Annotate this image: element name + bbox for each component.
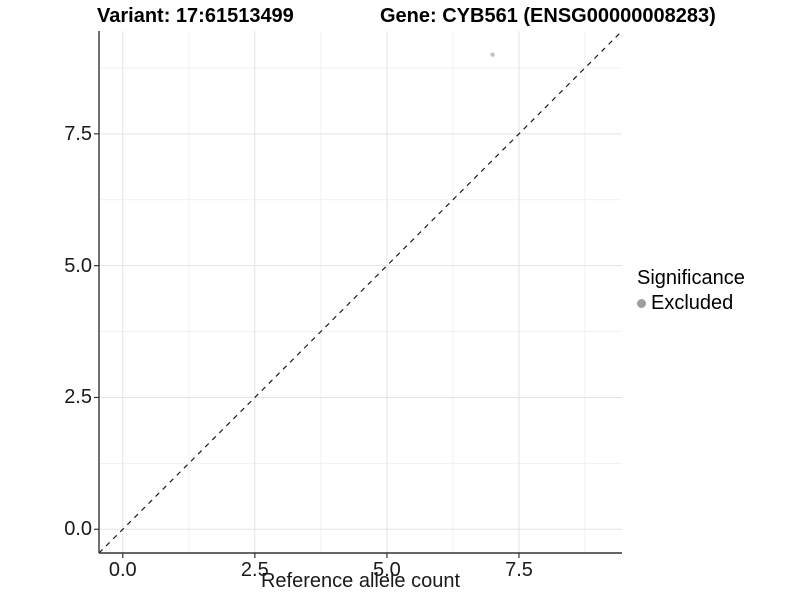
legend-item: Excluded: [637, 291, 745, 315]
x-tick-label: 7.5: [505, 559, 533, 581]
legend-items: Excluded: [637, 291, 745, 315]
y-tick-label: 7.5: [64, 122, 92, 145]
x-tick-label: 0.0: [108, 559, 137, 581]
y-tick-label: 0.0: [64, 518, 92, 541]
legend-item-label: Excluded: [651, 292, 734, 314]
x-tick-label: 5.0: [373, 559, 401, 581]
variant-title: Variant: 17:61513499: [97, 5, 294, 27]
y-tick-label: 2.5: [64, 386, 92, 409]
legend-point-icon: [637, 298, 646, 308]
y-tick-label: 5.0: [64, 254, 92, 277]
data-point: [490, 52, 495, 57]
legend-title: Significance: [637, 267, 745, 289]
x-axis-title: Reference allele count: [260, 570, 460, 592]
identity-dashed-line: [98, 30, 623, 554]
legend: Significance Excluded: [637, 266, 745, 315]
gene-title: Gene: CYB561 (ENSG00000008283): [380, 5, 716, 27]
x-tick-label: 2.5: [240, 559, 269, 581]
